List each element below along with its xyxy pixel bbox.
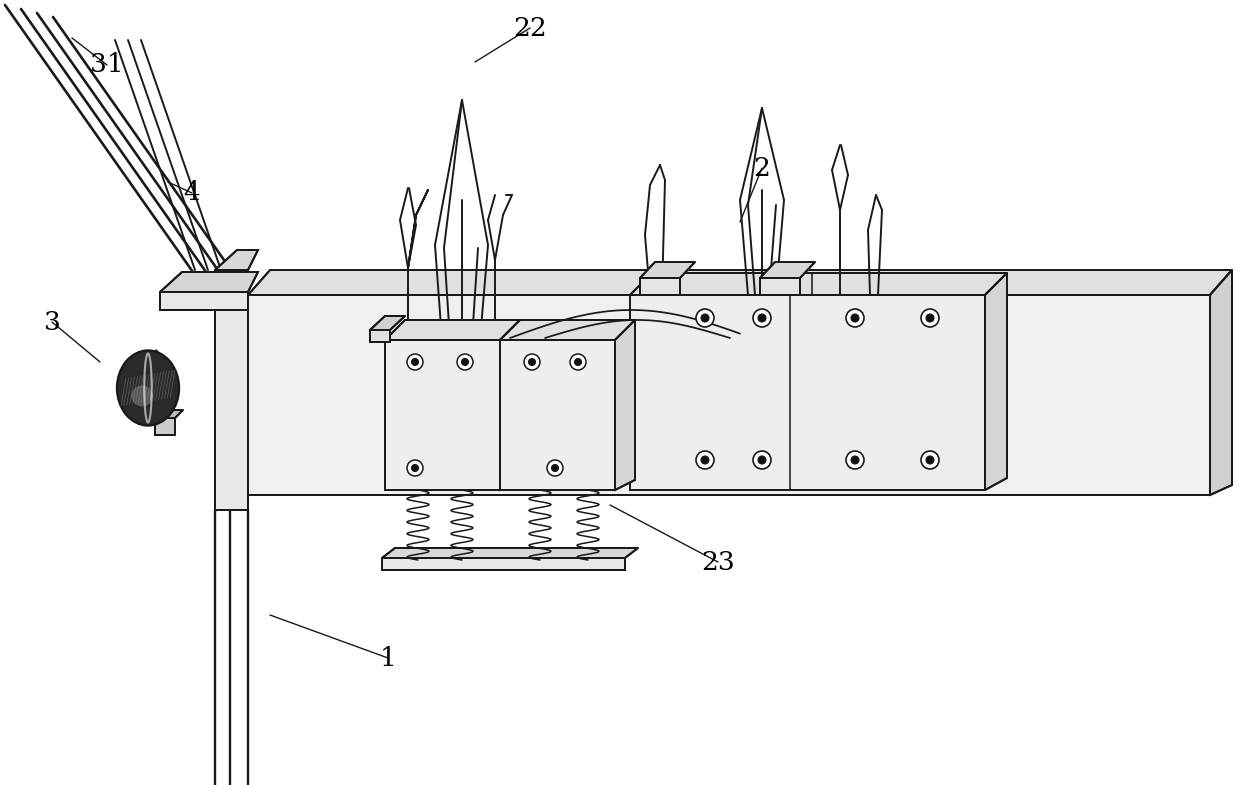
Circle shape <box>758 456 766 464</box>
Polygon shape <box>248 295 1210 495</box>
Circle shape <box>696 451 714 469</box>
Text: 3: 3 <box>43 309 61 334</box>
Text: 23: 23 <box>701 550 735 575</box>
Polygon shape <box>384 340 500 490</box>
Polygon shape <box>760 262 815 278</box>
Circle shape <box>525 354 539 370</box>
Polygon shape <box>500 320 520 490</box>
Circle shape <box>851 456 859 464</box>
Polygon shape <box>615 320 635 490</box>
Ellipse shape <box>150 350 161 425</box>
Polygon shape <box>215 270 248 510</box>
Circle shape <box>547 460 563 476</box>
Circle shape <box>926 314 934 322</box>
Text: 1: 1 <box>379 645 397 670</box>
Polygon shape <box>640 278 680 295</box>
Polygon shape <box>985 273 1007 490</box>
Polygon shape <box>500 320 635 340</box>
Circle shape <box>753 309 771 327</box>
Text: 31: 31 <box>91 53 124 78</box>
Circle shape <box>528 359 536 366</box>
Polygon shape <box>155 410 184 418</box>
Ellipse shape <box>117 350 179 425</box>
Polygon shape <box>215 250 258 270</box>
Circle shape <box>701 314 709 322</box>
Circle shape <box>921 309 939 327</box>
Circle shape <box>458 354 472 370</box>
Circle shape <box>574 359 582 366</box>
Text: 2: 2 <box>754 155 770 181</box>
Circle shape <box>552 465 558 472</box>
Polygon shape <box>155 418 175 435</box>
Circle shape <box>926 456 934 464</box>
Polygon shape <box>640 262 694 278</box>
Circle shape <box>846 309 864 327</box>
Circle shape <box>758 314 766 322</box>
Polygon shape <box>248 270 1233 295</box>
Polygon shape <box>630 273 1007 295</box>
Circle shape <box>407 460 423 476</box>
Circle shape <box>846 451 864 469</box>
Text: 4: 4 <box>184 181 201 206</box>
Circle shape <box>570 354 587 370</box>
Polygon shape <box>760 278 800 295</box>
Circle shape <box>412 359 419 366</box>
Polygon shape <box>500 340 615 490</box>
Ellipse shape <box>131 385 153 407</box>
Circle shape <box>412 465 419 472</box>
Polygon shape <box>630 295 985 490</box>
Polygon shape <box>160 292 248 310</box>
Polygon shape <box>370 316 405 330</box>
Polygon shape <box>382 548 639 558</box>
Circle shape <box>696 309 714 327</box>
Text: 22: 22 <box>513 16 547 41</box>
Circle shape <box>753 451 771 469</box>
Circle shape <box>701 456 709 464</box>
Circle shape <box>921 451 939 469</box>
Circle shape <box>851 314 859 322</box>
Polygon shape <box>382 558 625 570</box>
Polygon shape <box>370 330 391 342</box>
Circle shape <box>407 354 423 370</box>
Polygon shape <box>1210 270 1233 495</box>
Circle shape <box>461 359 469 366</box>
Polygon shape <box>160 272 258 292</box>
Polygon shape <box>384 320 520 340</box>
